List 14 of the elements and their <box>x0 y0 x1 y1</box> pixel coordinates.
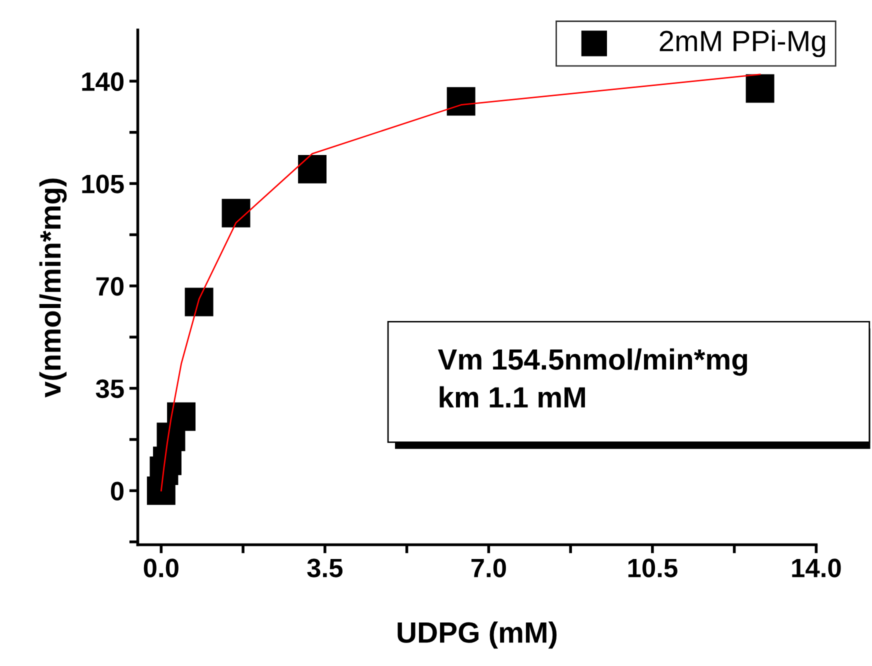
annotation: Vm 154.5nmol/min*mg km 1.1 mM <box>438 348 747 408</box>
y-axis-title: v(nmol/min*mg) <box>39 178 67 398</box>
y-tick-label: 70 <box>96 277 124 296</box>
y-tick-label: 105 <box>82 174 124 194</box>
legend-label: 2mM PPi-Mg <box>660 30 825 58</box>
x-tick-label: 0.0 <box>144 558 178 578</box>
x-tick-label: 3.5 <box>307 558 343 578</box>
x-tick-label: 7.0 <box>471 558 506 578</box>
y-tick-label: 0 <box>110 482 124 500</box>
y-tick-label: 35 <box>96 379 124 398</box>
x-tick-label: 10.5 <box>628 558 678 578</box>
y-tick-label: 140 <box>82 72 124 91</box>
x-tick-label: 14.0 <box>792 558 841 578</box>
x-axis-title: UDPG (mM) <box>398 621 557 649</box>
